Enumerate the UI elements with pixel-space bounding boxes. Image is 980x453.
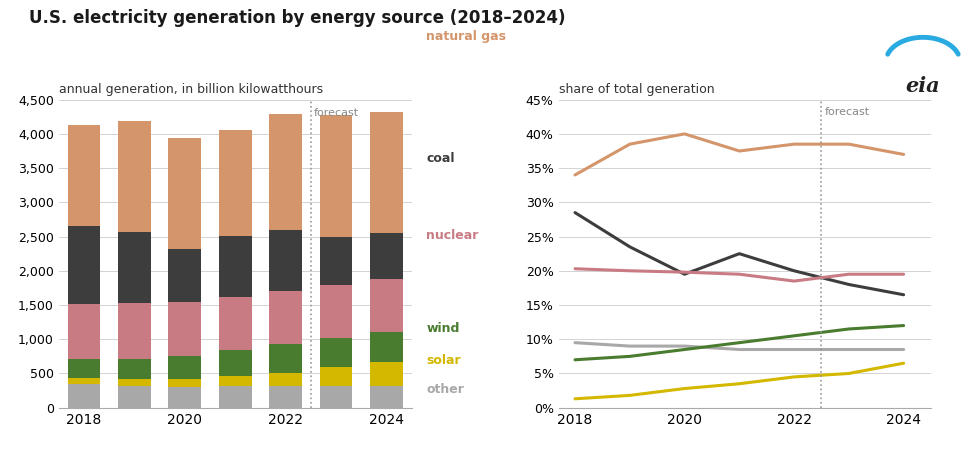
Text: forecast: forecast — [314, 108, 359, 118]
Bar — [118, 232, 151, 304]
Bar — [118, 304, 151, 359]
Bar — [370, 333, 403, 362]
Bar — [370, 362, 403, 386]
Bar — [68, 359, 100, 378]
Bar — [370, 233, 403, 280]
Bar — [219, 236, 252, 297]
Text: annual generation, in billion kilowatthours: annual generation, in billion kilowattho… — [59, 83, 323, 96]
Text: share of total generation: share of total generation — [559, 83, 714, 96]
Bar — [118, 121, 151, 232]
Bar — [270, 291, 302, 344]
Bar — [270, 114, 302, 230]
Text: natural gas: natural gas — [426, 30, 507, 43]
Text: solar: solar — [426, 354, 461, 366]
Bar — [169, 249, 201, 302]
Text: coal: coal — [426, 152, 455, 165]
Text: other: other — [426, 383, 465, 396]
Text: eia: eia — [906, 76, 940, 96]
Bar — [118, 386, 151, 408]
Text: nuclear: nuclear — [426, 229, 478, 242]
Bar — [169, 302, 201, 356]
Bar — [68, 304, 100, 359]
Bar — [219, 297, 252, 350]
Bar — [270, 373, 302, 386]
Bar — [68, 226, 100, 304]
Bar — [319, 237, 353, 285]
Bar — [270, 386, 302, 408]
Bar — [219, 376, 252, 386]
Bar — [68, 385, 100, 408]
Bar — [169, 379, 201, 387]
Bar — [270, 344, 302, 373]
Bar — [118, 359, 151, 379]
Bar — [319, 115, 353, 237]
Text: wind: wind — [426, 322, 460, 335]
Bar — [68, 378, 100, 385]
Bar — [270, 230, 302, 291]
Text: forecast: forecast — [824, 107, 869, 117]
Bar — [169, 356, 201, 379]
Bar — [370, 112, 403, 233]
Bar — [370, 280, 403, 333]
Bar — [118, 379, 151, 386]
Bar — [219, 386, 252, 408]
Bar — [370, 386, 403, 408]
Bar — [319, 386, 353, 408]
Bar — [68, 125, 100, 226]
Bar — [219, 130, 252, 236]
Bar — [319, 338, 353, 367]
Bar — [169, 138, 201, 249]
Bar — [319, 285, 353, 338]
Bar — [219, 350, 252, 376]
Text: U.S. electricity generation by energy source (2018–2024): U.S. electricity generation by energy so… — [29, 9, 565, 27]
Bar — [169, 387, 201, 408]
Bar — [319, 367, 353, 386]
